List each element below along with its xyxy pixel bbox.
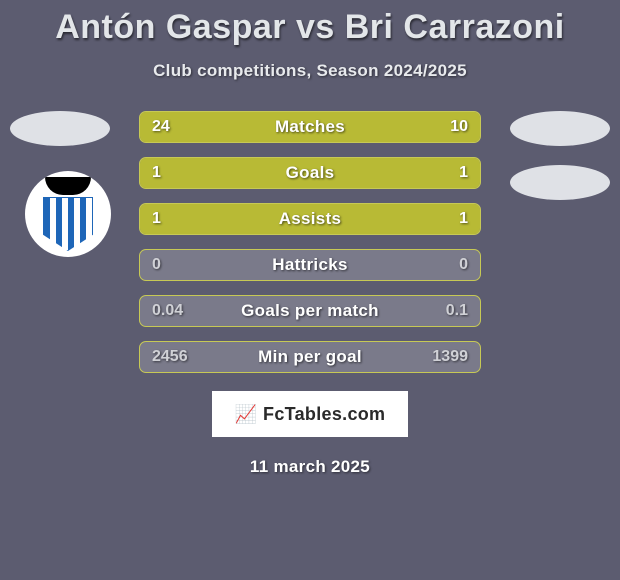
player-right-badge-2 [510,165,610,200]
player-left-badge [10,111,110,146]
date-label: 11 march 2025 [0,457,620,477]
comparison-infographic: Antón Gaspar vs Bri Carrazoni Club compe… [0,0,620,580]
stat-row: 00Hattricks [139,249,481,281]
stat-row: 2410Matches [139,111,481,143]
chart-icon: 📈 [235,404,257,425]
content-area: 2410Matches 11Goals 11Assists 00Hattricks 0.… [0,111,620,373]
stat-label: Goals per match [140,296,480,326]
club-crest-icon [25,171,111,257]
stat-label: Assists [140,204,480,234]
stat-label: Matches [140,112,480,142]
stat-row: 24561399Min per goal [139,341,481,373]
stat-label: Min per goal [140,342,480,372]
source-logo: 📈 FcTables.com [212,391,408,437]
player-right-badge-1 [510,111,610,146]
logo-text: FcTables.com [263,404,385,425]
stat-row: 11Assists [139,203,481,235]
stat-row: 11Goals [139,157,481,189]
stat-row: 0.040.1Goals per match [139,295,481,327]
title: Antón Gaspar vs Bri Carrazoni [0,0,620,47]
stat-label: Goals [140,158,480,188]
subtitle: Club competitions, Season 2024/2025 [0,61,620,81]
comparison-bars: 2410Matches 11Goals 11Assists 00Hattricks 0.… [139,111,481,373]
stat-label: Hattricks [140,250,480,280]
